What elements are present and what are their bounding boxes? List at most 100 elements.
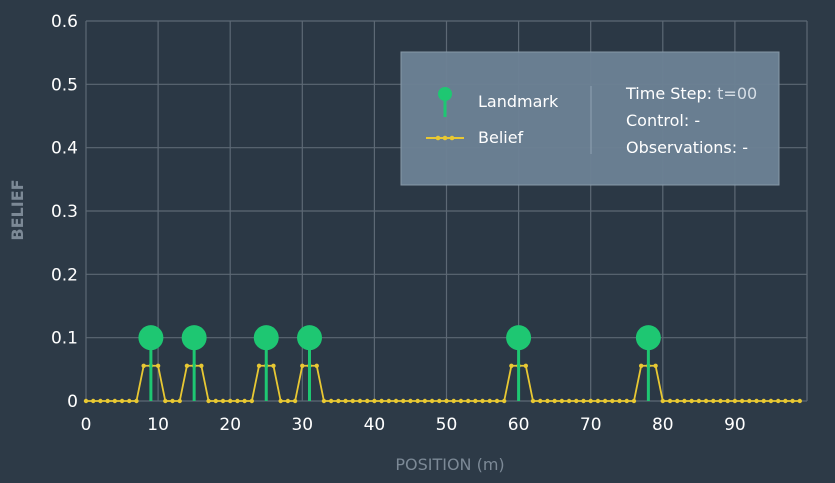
belief-point <box>458 398 464 404</box>
belief-point <box>141 363 146 368</box>
belief-point <box>415 398 420 404</box>
y-axis-title: BELIEF <box>8 179 27 240</box>
belief-point <box>256 363 262 368</box>
belief-point <box>574 398 579 404</box>
belief-point <box>372 398 377 404</box>
y-tick-label: 0.2 <box>51 265 78 285</box>
belief-point <box>163 398 168 404</box>
belief-point <box>530 398 536 404</box>
landmark-marker <box>635 325 661 401</box>
belief-point <box>797 398 802 404</box>
y-tick-label: 0.5 <box>51 75 78 95</box>
belief-point <box>473 398 478 404</box>
belief-point <box>790 398 795 404</box>
belief-point <box>667 398 673 404</box>
belief-point <box>314 363 319 368</box>
belief-point <box>119 398 125 404</box>
landmark-marker <box>297 325 323 401</box>
belief-point <box>696 398 702 404</box>
belief-point <box>98 398 103 404</box>
x-tick-label: 60 <box>508 415 530 435</box>
belief-point <box>134 398 139 404</box>
belief-point <box>775 398 781 404</box>
belief-point <box>451 398 456 404</box>
belief-point <box>718 398 723 404</box>
belief-point <box>660 398 665 404</box>
landmark-marker <box>253 325 279 401</box>
belief-point <box>538 398 543 404</box>
belief-point <box>509 363 514 368</box>
x-tick-label: 40 <box>364 415 386 435</box>
belief-point <box>689 398 694 404</box>
legend-background <box>400 51 780 186</box>
belief-point <box>177 398 182 404</box>
x-tick-label: 30 <box>291 415 313 435</box>
belief-point <box>184 363 190 368</box>
belief-point <box>754 398 759 404</box>
y-tick-label: 0 <box>67 392 78 412</box>
belief-point <box>783 398 788 404</box>
belief-point <box>559 398 565 404</box>
observations-text: Observations: - <box>626 138 748 157</box>
belief-point <box>602 398 608 404</box>
landmark-marker <box>506 325 532 401</box>
belief-point <box>480 398 485 404</box>
belief-point <box>624 398 629 404</box>
belief-point <box>83 398 89 404</box>
control-text: Control: - <box>626 111 700 130</box>
legend-belief-label: Belief <box>478 128 524 147</box>
belief-point <box>501 398 507 404</box>
belief-point <box>523 363 529 368</box>
belief-point <box>422 398 428 404</box>
belief-point <box>300 363 305 368</box>
belief-point <box>465 398 471 404</box>
belief-point <box>155 363 161 368</box>
belief-point <box>379 398 384 404</box>
landmark-marker <box>138 325 164 401</box>
belief-point <box>732 398 738 404</box>
belief-point <box>610 398 615 404</box>
belief-point <box>112 398 118 404</box>
belief-point <box>328 398 334 404</box>
belief-point <box>386 398 392 404</box>
belief-point <box>127 398 132 404</box>
belief-point <box>444 398 449 404</box>
x-tick-label: 20 <box>219 415 241 435</box>
x-axis-ticks: 0 10 20 30 40 50 60 70 80 90 <box>81 415 746 435</box>
belief-point <box>747 398 752 404</box>
belief-point <box>437 398 442 404</box>
belief-point <box>725 398 730 404</box>
belief-point <box>703 398 709 404</box>
belief-point <box>206 398 211 404</box>
legend-landmark-label: Landmark <box>478 92 559 111</box>
belief-point <box>545 398 550 404</box>
belief-point <box>364 398 370 404</box>
legend-box: Landmark Belief Time Step: t=00 Control:… <box>400 51 780 186</box>
belief-point <box>271 363 276 368</box>
belief-point <box>682 398 687 404</box>
x-tick-label: 80 <box>652 415 674 435</box>
belief-point <box>199 363 204 368</box>
belief-point <box>566 398 572 404</box>
y-tick-label: 0.4 <box>51 139 78 159</box>
time-step-value: t=00 <box>717 84 757 103</box>
y-axis-ticks: 0 0.1 0.2 0.3 0.4 0.5 0.6 <box>51 12 78 412</box>
belief-point <box>487 398 492 404</box>
x-tick-label: 10 <box>147 415 169 435</box>
belief-point <box>336 398 341 404</box>
x-tick-label: 70 <box>580 415 602 435</box>
belief-point <box>761 398 766 404</box>
belief-point <box>213 398 218 404</box>
belief-point <box>631 398 637 404</box>
belief-point <box>242 398 247 404</box>
belief-line <box>86 364 800 402</box>
belief-point <box>739 398 745 404</box>
belief-point <box>581 398 586 404</box>
belief-point <box>220 398 226 404</box>
y-tick-label: 0.6 <box>51 12 78 32</box>
time-step-text: Time Step: t=00 <box>625 84 757 103</box>
belief-point <box>494 398 500 404</box>
belief-point <box>285 398 291 404</box>
